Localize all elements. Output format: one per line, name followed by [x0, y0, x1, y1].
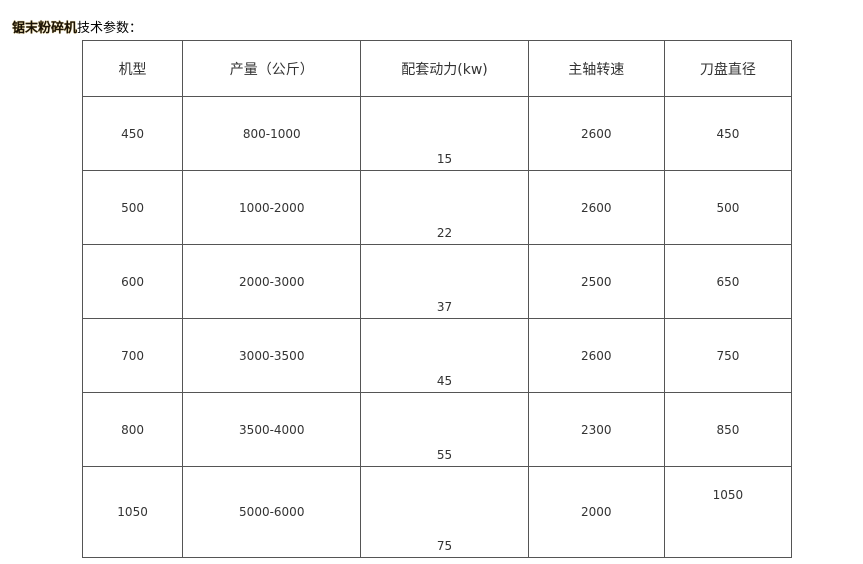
header-cell: 配套动力(kw) — [360, 40, 529, 97]
table-cell: 1000-2000 — [182, 170, 362, 245]
table-cell: 700 — [81, 318, 184, 393]
table-cell: 2500 — [527, 244, 665, 319]
table-cell: 800 — [81, 392, 184, 467]
table-cell: 600 — [81, 244, 184, 319]
table-cell: 650 — [663, 244, 793, 319]
table-cell: 3000-3500 — [182, 318, 362, 393]
heading-product: 锯末粉碎机 — [12, 21, 78, 36]
table-cell: 2600 — [527, 170, 665, 245]
table-cell: 1050 — [81, 466, 184, 558]
table-cell: 500 — [81, 170, 184, 245]
table-cell: 500 — [663, 170, 793, 245]
table-cell: 55 — [360, 392, 529, 467]
header-row: 机型 产量（公斤） 配套动力(kw) 主轴转速 刀盘直径 — [81, 40, 793, 97]
table-cell: 5000-6000 — [182, 466, 362, 558]
table-cell: 2600 — [527, 318, 665, 393]
table-row: 1050 5000-6000 75 2000 1050 — [81, 466, 793, 558]
table-cell: 75 — [360, 466, 529, 558]
table-row: 600 2000-3000 37 2500 650 — [81, 244, 793, 319]
table-cell: 2000 — [527, 466, 665, 558]
table-cell: 450 — [663, 96, 793, 171]
page-heading: 锯末粉碎机技术参数： — [12, 17, 142, 36]
table-row: 800 3500-4000 55 2300 850 — [81, 392, 793, 467]
table-cell: 850 — [663, 392, 793, 467]
table-row: 450 800-1000 15 2600 450 — [81, 96, 793, 171]
header-cell: 产量（公斤） — [182, 40, 362, 97]
table-cell: 37 — [360, 244, 529, 319]
table-cell: 450 — [81, 96, 184, 171]
header-cell: 机型 — [81, 40, 184, 97]
table-cell: 3500-4000 — [182, 392, 362, 467]
table-cell: 45 — [360, 318, 529, 393]
table-row: 700 3000-3500 45 2600 750 — [81, 318, 793, 393]
table-cell: 750 — [663, 318, 793, 393]
heading-suffix: 技术参数： — [77, 21, 143, 36]
table-cell: 22 — [360, 170, 529, 245]
spec-table: 机型 产量（公斤） 配套动力(kw) 主轴转速 刀盘直径 450 800-1000… — [81, 40, 793, 558]
table-cell: 15 — [360, 96, 529, 171]
table-cell: 1050 — [663, 466, 793, 558]
header-cell: 主轴转速 — [527, 40, 665, 97]
header-cell: 刀盘直径 — [663, 40, 793, 97]
table-cell: 800-1000 — [182, 96, 362, 171]
table-row: 500 1000-2000 22 2600 500 — [81, 170, 793, 245]
table-cell: 2300 — [527, 392, 665, 467]
table-cell: 2600 — [527, 96, 665, 171]
table-cell: 2000-3000 — [182, 244, 362, 319]
